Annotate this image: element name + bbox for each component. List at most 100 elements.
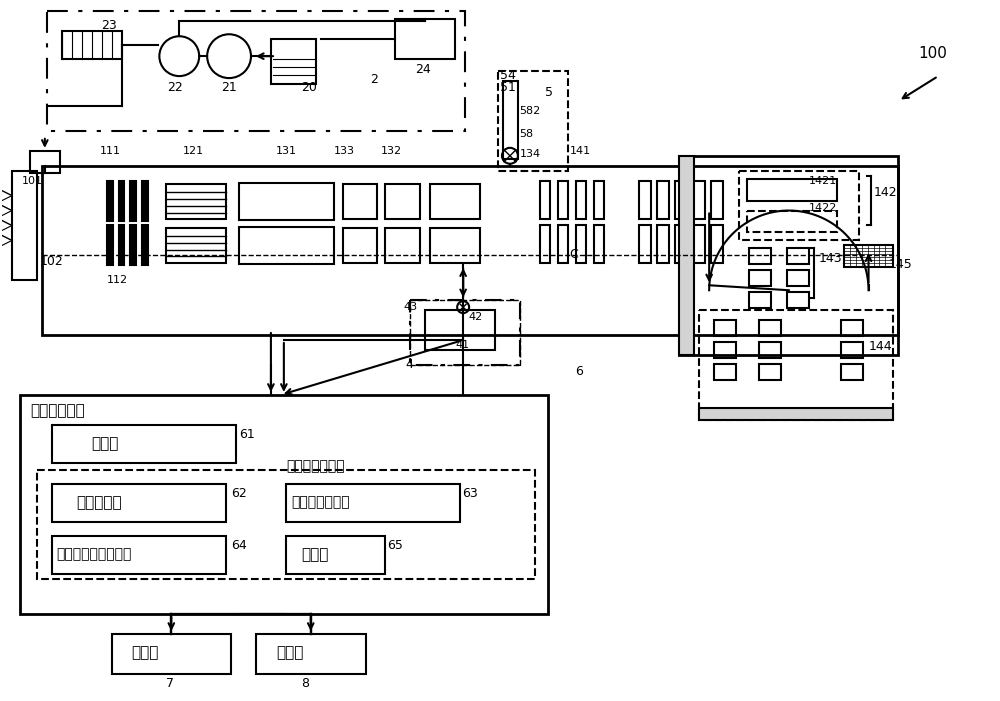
Bar <box>12 171 37 280</box>
Text: 54: 54 <box>500 69 516 82</box>
Bar <box>675 181 687 219</box>
Text: 131: 131 <box>276 146 297 156</box>
Text: 24: 24 <box>415 63 431 76</box>
Bar <box>130 226 136 266</box>
Bar <box>286 484 460 522</box>
Bar <box>47 11 465 131</box>
Bar <box>385 229 420 264</box>
Bar <box>558 226 568 264</box>
Bar <box>594 226 604 264</box>
Bar <box>639 226 651 264</box>
Bar <box>119 181 124 221</box>
Bar <box>699 408 893 420</box>
Bar <box>841 342 863 358</box>
Bar <box>286 536 385 574</box>
Bar <box>714 342 736 358</box>
Text: 4: 4 <box>405 358 413 371</box>
Bar <box>841 364 863 380</box>
Bar <box>30 151 60 172</box>
Text: 显示部: 显示部 <box>276 645 303 660</box>
Text: 输入部: 输入部 <box>131 645 159 660</box>
Text: 145: 145 <box>888 259 912 271</box>
Text: 43: 43 <box>403 302 418 312</box>
Bar <box>107 181 113 221</box>
Text: 58: 58 <box>519 129 533 139</box>
Bar <box>759 342 781 358</box>
Text: 8: 8 <box>301 676 309 690</box>
Text: 582: 582 <box>519 106 540 116</box>
Bar <box>142 181 148 221</box>
Text: 22: 22 <box>167 81 183 94</box>
Text: 61: 61 <box>239 428 255 441</box>
Text: 101: 101 <box>22 176 43 186</box>
Text: C: C <box>570 248 578 261</box>
Bar <box>107 226 113 266</box>
Bar <box>425 310 495 350</box>
Bar <box>130 181 136 221</box>
Bar <box>844 245 893 267</box>
Bar <box>749 271 771 286</box>
Text: 1421: 1421 <box>809 176 837 186</box>
Bar <box>749 292 771 308</box>
Bar <box>759 364 781 380</box>
Bar <box>166 229 226 264</box>
Text: 51: 51 <box>500 81 516 94</box>
Text: 存储部: 存储部 <box>92 435 119 451</box>
Bar <box>679 156 694 355</box>
Bar <box>410 300 520 365</box>
Bar <box>239 228 334 264</box>
Bar <box>699 310 893 420</box>
Bar <box>711 181 723 219</box>
Text: 142: 142 <box>874 186 897 198</box>
Text: 102: 102 <box>40 255 64 268</box>
Text: 143: 143 <box>819 252 842 266</box>
Text: 判定部: 判定部 <box>301 547 328 562</box>
Text: 63: 63 <box>462 487 478 501</box>
Bar <box>62 32 122 59</box>
Bar <box>739 171 859 240</box>
Bar <box>787 248 809 264</box>
Bar <box>498 71 568 171</box>
Bar <box>657 226 669 264</box>
Bar <box>749 248 771 264</box>
Bar <box>747 179 837 200</box>
Text: 6: 6 <box>575 365 583 378</box>
Bar <box>787 271 809 286</box>
Text: 假想产物离子推定部: 假想产物离子推定部 <box>57 547 132 562</box>
Bar <box>343 184 377 219</box>
Bar <box>20 395 548 614</box>
Bar <box>430 184 480 219</box>
Text: 62: 62 <box>231 487 247 501</box>
Text: 112: 112 <box>107 275 128 285</box>
Bar <box>119 226 124 266</box>
Text: 41: 41 <box>455 340 469 350</box>
Bar <box>343 229 377 264</box>
Text: 1422: 1422 <box>809 203 837 212</box>
Bar <box>693 181 705 219</box>
Bar <box>675 226 687 264</box>
Bar <box>558 181 568 219</box>
Text: 23: 23 <box>102 20 117 32</box>
Text: 2: 2 <box>371 73 378 86</box>
Bar <box>385 184 420 219</box>
Bar <box>576 226 586 264</box>
Bar <box>52 484 226 522</box>
Text: 100: 100 <box>918 46 947 61</box>
Bar <box>256 634 366 674</box>
Bar <box>711 226 723 264</box>
Text: 候选分子推定部: 候选分子推定部 <box>291 496 349 510</box>
Text: 质量分析用程序: 质量分析用程序 <box>286 460 344 474</box>
Text: 111: 111 <box>100 146 121 156</box>
Bar <box>142 226 148 266</box>
Bar <box>166 184 226 219</box>
Bar <box>540 226 550 264</box>
Text: 7: 7 <box>166 676 174 690</box>
Bar <box>714 320 736 336</box>
Bar <box>37 470 535 579</box>
Text: 134: 134 <box>520 149 541 159</box>
Bar <box>841 320 863 336</box>
Bar <box>540 181 550 219</box>
Text: 控制与处理部: 控制与处理部 <box>30 403 85 418</box>
Bar <box>657 181 669 219</box>
Text: 42: 42 <box>468 312 482 322</box>
